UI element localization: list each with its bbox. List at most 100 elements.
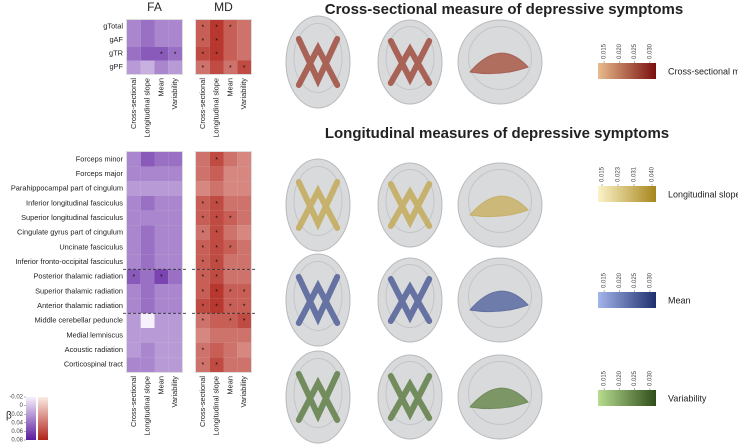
significance-marker: * — [215, 230, 218, 237]
heatmap-cell — [140, 152, 155, 167]
tract — [469, 290, 529, 313]
heatmap-cell — [237, 240, 251, 255]
brain-fold — [468, 361, 532, 425]
heatmap-cell — [237, 152, 251, 167]
heatmap-cell — [168, 357, 182, 372]
heatmap-cell — [168, 20, 182, 34]
heatmap-cell — [196, 328, 210, 343]
heatmap-cell — [168, 225, 182, 240]
row-label: Inferior fronto-occipital fasciculus — [15, 257, 123, 266]
heatmap-cell — [127, 284, 141, 299]
brain-fold — [385, 264, 435, 328]
heatmap-cell — [140, 328, 155, 343]
row-label: Acoustic radiation — [65, 345, 123, 354]
tract — [387, 181, 433, 229]
heatmap-cell — [127, 298, 141, 314]
tick-label: 0.015 — [602, 43, 608, 59]
significance-marker: * — [160, 51, 163, 58]
heatmap-cell — [223, 342, 238, 358]
significance-marker: * — [202, 348, 205, 355]
heatmap-title: MD — [214, 0, 233, 14]
heatmap-cell — [127, 196, 141, 211]
heatmap-cell — [154, 298, 169, 314]
tract — [469, 52, 529, 75]
heatmap-cell — [127, 328, 141, 343]
heatmap-cell — [237, 328, 251, 343]
row-label: Corticospinal tract — [64, 360, 123, 369]
panel-title: Longitudinal measures of depressive symp… — [325, 125, 669, 142]
heatmap-cell — [154, 328, 169, 343]
significance-marker: * — [202, 65, 205, 72]
tick-label: 0.025 — [632, 370, 638, 386]
row-label: gTR — [109, 49, 123, 58]
row-label: Superior thalamic radiation — [35, 286, 123, 295]
heatmap-cell — [237, 210, 251, 226]
heatmap-cell — [140, 210, 155, 226]
heatmap-cell — [237, 166, 251, 182]
heatmap-cell — [223, 225, 238, 240]
heatmap-cell — [209, 196, 224, 211]
heatmap-cell — [196, 342, 210, 358]
tract — [387, 38, 433, 86]
heatmap-cell — [140, 342, 155, 358]
heatmap-cell — [154, 196, 169, 211]
heatmap-cell — [127, 269, 141, 284]
heatmap-cell — [223, 357, 238, 372]
significance-marker: * — [202, 38, 205, 45]
column-label: Variability — [170, 78, 179, 110]
heatmap-cell — [140, 196, 155, 211]
heatmap-cell — [237, 313, 251, 328]
significance-marker: * — [215, 304, 218, 311]
row-label: gPF — [109, 62, 123, 71]
heatmap-cell — [237, 60, 251, 74]
colorbar — [598, 390, 656, 406]
row-label: Superior longitudinal fasciculus — [21, 213, 123, 222]
column-label: Mean — [225, 376, 234, 395]
brain — [285, 350, 351, 444]
colorbar-name: Cross-sectional measure — [668, 66, 738, 76]
significance-marker: * — [243, 289, 246, 296]
heatmap-cell — [196, 210, 210, 226]
heatmap-cell — [168, 47, 182, 61]
heatmap-cell — [127, 152, 141, 167]
heatmap-cell — [168, 313, 182, 328]
heatmap-cell — [196, 254, 210, 270]
heatmap-cell — [154, 225, 169, 240]
heatmap-cell — [140, 357, 155, 372]
tick-label: 0.040 — [650, 166, 656, 182]
column-label: Cross-sectional — [198, 78, 207, 129]
heatmap-cell — [196, 225, 210, 240]
brain-fold — [385, 361, 435, 425]
row-label: Forceps minor — [76, 154, 124, 163]
significance-marker: * — [202, 289, 205, 296]
tick-label: 0.023 — [616, 166, 622, 182]
column-label: Cross-sectional — [198, 376, 207, 427]
tick-label: 0.04 — [11, 420, 23, 426]
heatmap-cell — [154, 342, 169, 358]
brain-fold — [468, 26, 532, 90]
significance-marker: * — [202, 24, 205, 31]
significance-marker: * — [229, 216, 232, 223]
heatmap-cell — [196, 20, 210, 34]
significance-marker: * — [243, 304, 246, 311]
row-label: Cingulate gyrus part of cingulum — [17, 228, 123, 237]
brain-fold — [385, 169, 435, 233]
heatmap-cell — [127, 254, 141, 270]
column-label: Mean — [156, 376, 165, 395]
heatmap-cell — [237, 298, 251, 314]
heatmap-cell — [168, 210, 182, 226]
heatmap-cell — [154, 47, 169, 61]
heatmap-cell — [196, 47, 210, 61]
tract — [387, 276, 433, 324]
brain — [285, 15, 351, 109]
significance-marker: * — [133, 274, 136, 281]
significance-marker: * — [174, 51, 177, 58]
heatmap-cell — [223, 181, 238, 196]
significance-marker: * — [229, 289, 232, 296]
heatmap-cell — [127, 342, 141, 358]
row-label: Middle cerebellar peduncle — [35, 316, 123, 325]
brain-fold — [293, 166, 343, 236]
heatmap-cell — [127, 225, 141, 240]
heatmap-cell — [127, 181, 141, 196]
heatmap-cell — [237, 284, 251, 299]
